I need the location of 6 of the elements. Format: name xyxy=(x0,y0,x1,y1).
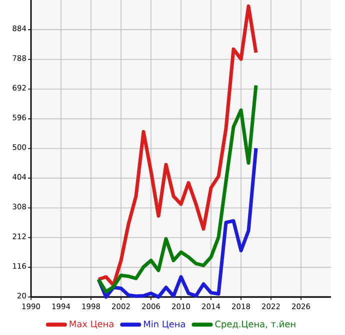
line-series xyxy=(96,4,258,287)
legend-label: Max Цена xyxy=(70,320,114,329)
line-series xyxy=(96,146,258,299)
legend-label: Min Цена xyxy=(144,320,185,329)
line-series xyxy=(96,84,258,294)
legend-label: Сред.Цена, т.йен xyxy=(215,320,296,330)
